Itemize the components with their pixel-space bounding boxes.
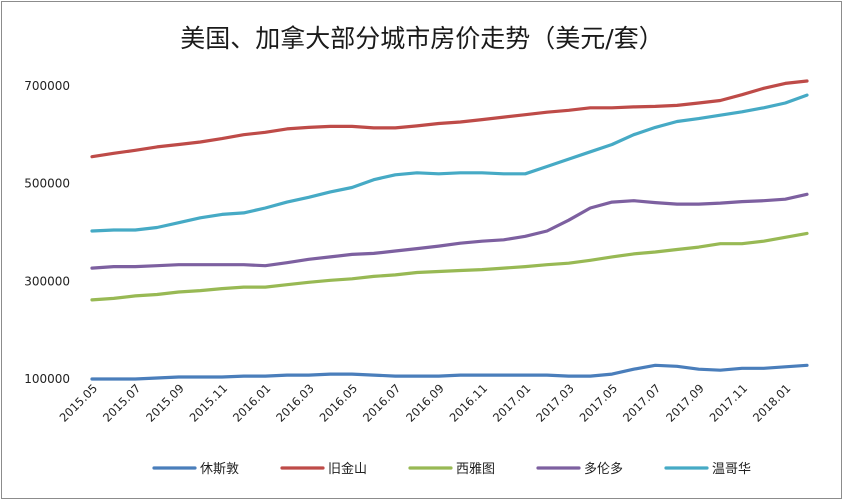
series-line-1 [90,79,809,159]
x-tick-label: 2018.01 [750,381,794,425]
x-tick-label: 2016.07 [360,381,404,425]
legend-label: 旧金山 [328,461,367,477]
x-tick-label: 2015.07 [100,381,144,425]
x-tick-label: 2017.09 [663,381,707,425]
y-tick-label: 700000 [24,79,70,93]
x-tick-label: 2016.09 [403,381,447,425]
y-tick-label: 100000 [24,372,70,386]
legend-label: 休斯敦 [200,461,239,477]
series-line-0 [90,363,809,381]
legend: 休斯敦 旧金山 西雅图 多伦多 温哥华 [152,461,751,477]
x-tick-label: 2015.11 [187,381,231,425]
y-tick-label: 300000 [24,274,70,288]
series-line-3 [90,192,809,270]
x-tick-label: 2017.01 [490,381,534,425]
series-line-4 [90,93,809,233]
x-tick-label: 2016.03 [273,381,317,425]
y-tick-label: 500000 [24,177,70,191]
plot-area [90,79,809,381]
legend-label: 西雅图 [456,462,495,477]
x-tick-label: 2017.11 [707,381,751,425]
x-tick-label: 2017.07 [620,381,664,425]
legend-label: 多伦多 [584,461,623,477]
x-tick-label: 2015.05 [57,381,101,425]
x-tick-label: 2016.05 [317,381,361,425]
series-line-2 [90,231,809,302]
x-tick-label: 2017.05 [577,381,621,425]
x-tick-label: 2016.11 [447,381,491,425]
y-axis: 100000 300000 500000 700000 [24,79,70,386]
x-axis: 2015.05 2015.07 2015.09 2015.11 2016.01 2016.… [57,381,794,425]
x-tick-label: 2017.03 [533,381,577,425]
x-tick-label: 2016.01 [230,381,274,425]
legend-label: 温哥华 [712,462,751,477]
chart-title: 美国、加拿大部分城市房价走势（美元/套） [180,24,663,53]
x-tick-label: 2015.09 [143,381,187,425]
